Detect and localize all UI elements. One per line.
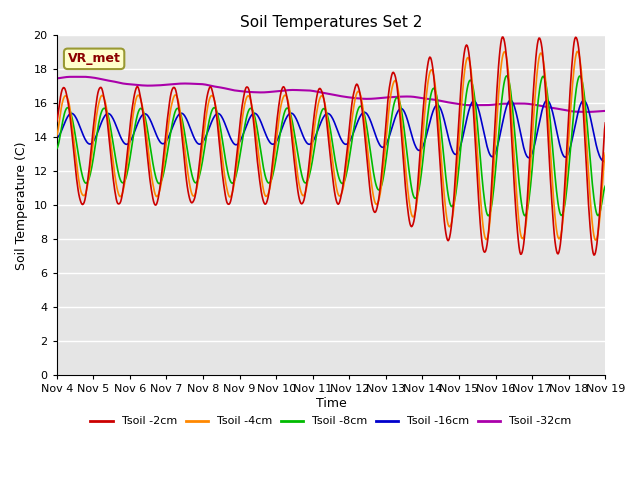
X-axis label: Time: Time	[316, 397, 346, 410]
Title: Soil Temperatures Set 2: Soil Temperatures Set 2	[240, 15, 422, 30]
Legend: Tsoil -2cm, Tsoil -4cm, Tsoil -8cm, Tsoil -16cm, Tsoil -32cm: Tsoil -2cm, Tsoil -4cm, Tsoil -8cm, Tsoi…	[86, 412, 576, 431]
Y-axis label: Soil Temperature (C): Soil Temperature (C)	[15, 141, 28, 270]
Text: VR_met: VR_met	[68, 52, 120, 65]
